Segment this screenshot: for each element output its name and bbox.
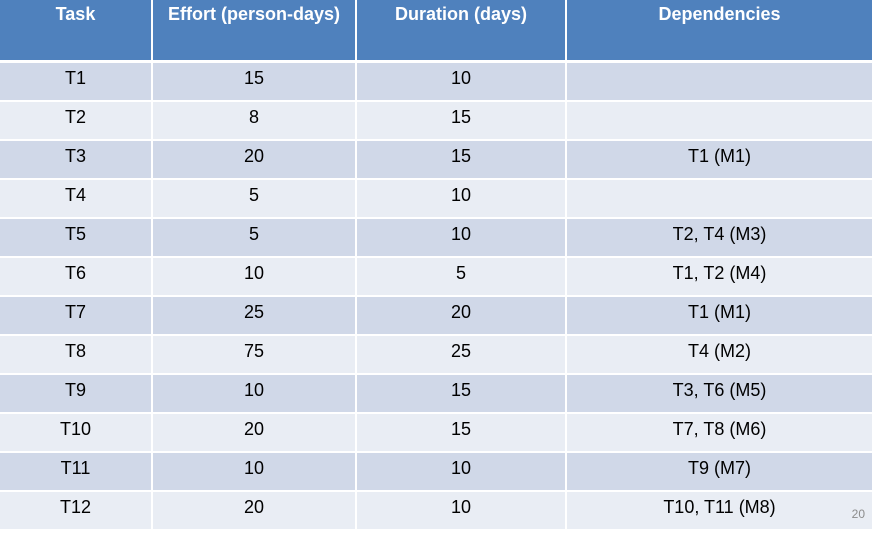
table-body: T1 15 10 T2 8 15 T3 20 15 T1 (M1) T4 5 10 T5 5 10 T2, T4… bbox=[0, 61, 872, 531]
effort-cell: 25 bbox=[152, 296, 357, 336]
table-row: T8 75 25 T4 (M2) bbox=[0, 335, 872, 375]
dependencies-cell: T7, T8 (M6) bbox=[566, 413, 872, 453]
header-dependencies: Dependencies bbox=[566, 0, 872, 63]
task-cell: T5 bbox=[0, 218, 153, 258]
duration-cell: 15 bbox=[356, 140, 567, 180]
table-row: T9 10 15 T3, T6 (M5) bbox=[0, 374, 872, 414]
task-cell: T9 bbox=[0, 374, 153, 414]
duration-cell: 10 bbox=[356, 179, 567, 219]
duration-cell: 10 bbox=[356, 452, 567, 492]
table-row: T5 5 10 T2, T4 (M3) bbox=[0, 218, 872, 258]
effort-cell: 20 bbox=[152, 491, 357, 531]
table-header: Task Effort (person-days) Duration (days… bbox=[0, 0, 872, 63]
dependencies-cell bbox=[566, 179, 872, 219]
duration-cell: 10 bbox=[356, 218, 567, 258]
page-number: 20 bbox=[851, 507, 865, 521]
task-cell: T4 bbox=[0, 179, 153, 219]
duration-cell: 10 bbox=[356, 61, 567, 102]
duration-cell: 20 bbox=[356, 296, 567, 336]
effort-cell: 5 bbox=[152, 218, 357, 258]
header-effort: Effort (person-days) bbox=[152, 0, 357, 63]
table-row: T12 20 10 T10, T11 (M8) bbox=[0, 491, 872, 531]
table-row: T2 8 15 bbox=[0, 101, 872, 141]
effort-cell: 8 bbox=[152, 101, 357, 141]
effort-cell: 10 bbox=[152, 257, 357, 297]
duration-cell: 10 bbox=[356, 491, 567, 531]
table-row: T1 15 10 bbox=[0, 61, 872, 102]
dependencies-cell: T1 (M1) bbox=[566, 296, 872, 336]
effort-cell: 5 bbox=[152, 179, 357, 219]
table-row: T6 10 5 T1, T2 (M4) bbox=[0, 257, 872, 297]
task-cell: T6 bbox=[0, 257, 153, 297]
duration-cell: 15 bbox=[356, 101, 567, 141]
dependencies-cell: T4 (M2) bbox=[566, 335, 872, 375]
effort-cell: 20 bbox=[152, 140, 357, 180]
table-row: T3 20 15 T1 (M1) bbox=[0, 140, 872, 180]
effort-cell: 15 bbox=[152, 61, 357, 102]
effort-cell: 10 bbox=[152, 374, 357, 414]
task-cell: T8 bbox=[0, 335, 153, 375]
task-cell: T2 bbox=[0, 101, 153, 141]
task-cell: T1 bbox=[0, 61, 153, 102]
dependencies-cell: T3, T6 (M5) bbox=[566, 374, 872, 414]
table-row: T4 5 10 bbox=[0, 179, 872, 219]
dependencies-cell bbox=[566, 61, 872, 102]
dependencies-cell: T10, T11 (M8) bbox=[566, 491, 872, 531]
effort-cell: 10 bbox=[152, 452, 357, 492]
dependencies-cell: T2, T4 (M3) bbox=[566, 218, 872, 258]
header-duration: Duration (days) bbox=[356, 0, 567, 63]
header-row: Task Effort (person-days) Duration (days… bbox=[0, 0, 872, 63]
task-cell: T11 bbox=[0, 452, 153, 492]
dependencies-cell bbox=[566, 101, 872, 141]
dependencies-cell: T1 (M1) bbox=[566, 140, 872, 180]
duration-cell: 15 bbox=[356, 413, 567, 453]
duration-cell: 25 bbox=[356, 335, 567, 375]
table-row: T10 20 15 T7, T8 (M6) bbox=[0, 413, 872, 453]
dependencies-cell: T9 (M7) bbox=[566, 452, 872, 492]
effort-cell: 75 bbox=[152, 335, 357, 375]
header-task: Task bbox=[0, 0, 153, 63]
task-cell: T7 bbox=[0, 296, 153, 336]
effort-cell: 20 bbox=[152, 413, 357, 453]
duration-cell: 5 bbox=[356, 257, 567, 297]
table-row: T11 10 10 T9 (M7) bbox=[0, 452, 872, 492]
dependencies-cell: T1, T2 (M4) bbox=[566, 257, 872, 297]
table-row: T7 25 20 T1 (M1) bbox=[0, 296, 872, 336]
task-cell: T3 bbox=[0, 140, 153, 180]
duration-cell: 15 bbox=[356, 374, 567, 414]
task-cell: T12 bbox=[0, 491, 153, 531]
task-cell: T10 bbox=[0, 413, 153, 453]
